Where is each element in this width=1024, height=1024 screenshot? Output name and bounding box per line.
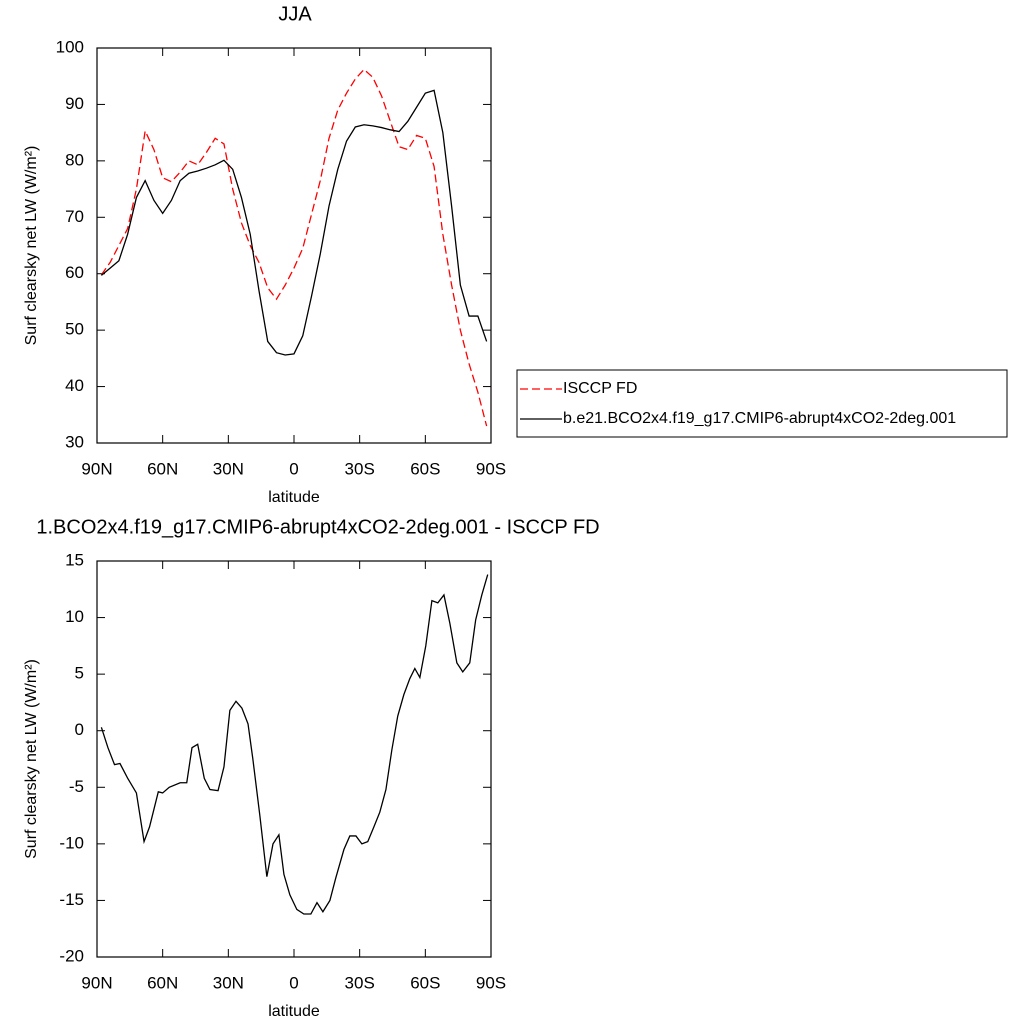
y-tick-label: 10 bbox=[65, 607, 84, 626]
y-tick-label: 0 bbox=[75, 720, 84, 739]
x-tick-label: 0 bbox=[289, 459, 298, 478]
y-tick-label: -15 bbox=[59, 890, 84, 909]
chart-title: JJA bbox=[278, 3, 312, 25]
data-line bbox=[100, 68, 488, 427]
legend-label: ISCCP FD bbox=[563, 380, 637, 397]
x-tick-label: 60N bbox=[147, 973, 178, 992]
y-tick-label: -5 bbox=[69, 777, 84, 796]
y-tick-label: 5 bbox=[75, 664, 84, 683]
x-tick-label: 60S bbox=[410, 973, 440, 992]
x-tick-label: 90N bbox=[81, 459, 112, 478]
x-tick-label: 30S bbox=[345, 973, 375, 992]
x-tick-label: 30S bbox=[345, 459, 375, 478]
y-axis-title: Surf clearsky net LW (W/m²) bbox=[23, 146, 40, 346]
x-tick-label: 90S bbox=[476, 973, 506, 992]
y-tick-label: 15 bbox=[65, 550, 84, 569]
y-tick-label: 60 bbox=[65, 263, 84, 282]
x-tick-label: 60N bbox=[147, 459, 178, 478]
x-tick-label: 90S bbox=[476, 459, 506, 478]
y-tick-label: 70 bbox=[65, 207, 84, 226]
data-line bbox=[100, 89, 488, 356]
y-tick-label: -10 bbox=[59, 833, 84, 852]
x-tick-label: 30N bbox=[213, 973, 244, 992]
x-tick-label: 60S bbox=[410, 459, 440, 478]
y-tick-label: 50 bbox=[65, 320, 84, 339]
x-axis-title: latitude bbox=[268, 489, 320, 506]
x-tick-label: 0 bbox=[289, 973, 298, 992]
y-tick-label: 40 bbox=[65, 376, 84, 395]
plot-frame bbox=[96, 560, 492, 958]
legend-box bbox=[516, 369, 1008, 438]
y-tick-label: 80 bbox=[65, 150, 84, 169]
x-axis-title: latitude bbox=[268, 1003, 320, 1020]
x-tick-label: 90N bbox=[81, 973, 112, 992]
x-tick-label: 30N bbox=[213, 459, 244, 478]
y-tick-label: -20 bbox=[59, 946, 84, 965]
y-tick-label: 30 bbox=[65, 432, 84, 451]
y-axis-title: Surf clearsky net LW (W/m²) bbox=[23, 659, 40, 859]
y-tick-label: 100 bbox=[56, 37, 84, 56]
plot-frame bbox=[96, 47, 492, 444]
legend-label: b.e21.BCO2x4.f19_g17.CMIP6-abrupt4xCO2-2… bbox=[563, 410, 956, 427]
data-line bbox=[100, 574, 489, 915]
chart-title: 1.BCO2x4.f19_g17.CMIP6-abrupt4xCO2-2deg.… bbox=[36, 516, 599, 538]
y-tick-label: 90 bbox=[65, 94, 84, 113]
